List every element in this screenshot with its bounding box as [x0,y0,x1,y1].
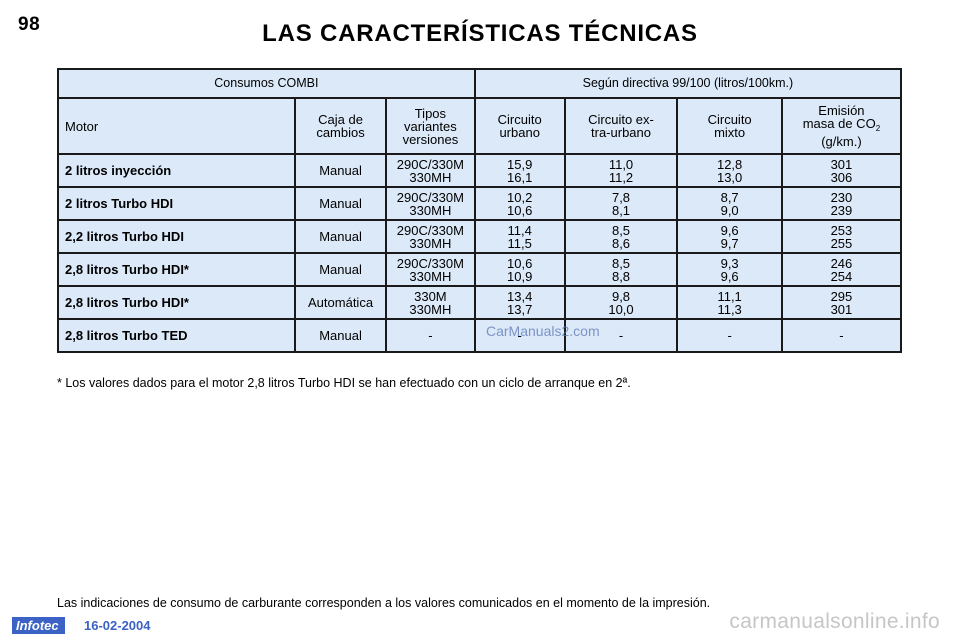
cell-caja: Manual [294,186,387,221]
watermark-carmanualsonline: carmanualsonline.info [729,610,940,633]
cell-caja: Manual [294,318,387,353]
cell-extra-urbano: 8,5 8,8 [563,252,679,287]
table-row: 2,8 litros Turbo HDI* Automática 330M 33… [56,285,903,320]
table-row: 2,8 litros Turbo TED Manual - - - - - [56,318,903,353]
cell-caja: Manual [294,219,387,254]
cell-emision: 301 306 [780,153,903,188]
table-group-header: Consumos COMBI Según directiva 99/100 (l… [57,68,903,99]
cell-emision: 295 301 [780,285,903,320]
cell-mixto: 8,7 9,0 [676,186,783,221]
cell-caja: Manual [294,252,387,287]
cell-mixto: 9,6 9,7 [676,219,783,254]
cell-motor: 2 litros inyección [56,153,297,188]
cell-caja: Manual [294,153,387,188]
cell-urbano: 11,4 11,5 [473,219,566,254]
cell-motor: 2,8 litros Turbo HDI* [56,252,297,287]
cell-tipos: 290C/330M 330MH [384,219,476,254]
group-header-consumos: Consumos COMBI [57,68,476,99]
col-header-mixto: Circuito mixto [676,97,783,155]
cell-mixto: 12,8 13,0 [676,153,783,188]
cell-urbano: 15,9 16,1 [473,153,566,188]
cell-tipos: - [384,318,476,353]
emision-line-1: Emisión [818,103,865,118]
cell-extra-urbano: 11,0 11,2 [563,153,679,188]
cell-extra-urbano: 9,8 10,0 [563,285,679,320]
col-header-emision: Emisión masa de CO2 (g/km.) [780,97,903,155]
table-row: 2 litros Turbo HDI Manual 290C/330M 330M… [56,186,903,221]
cell-mixto: - [676,318,783,353]
table-row: 2 litros inyección Manual 290C/330M 330M… [56,153,903,188]
col-header-tipos: Tipos variantes versiones [384,97,476,155]
table-row: 2,2 litros Turbo HDI Manual 290C/330M 33… [56,219,903,254]
cell-tipos: 290C/330M 330MH [384,153,476,188]
group-header-directiva: Según directiva 99/100 (litros/100km.) [473,68,903,99]
cell-caja: Automática [294,285,387,320]
cell-mixto: 9,3 9,6 [676,252,783,287]
cell-motor: 2 litros Turbo HDI [56,186,297,221]
cell-tipos: 330M 330MH [384,285,476,320]
cell-tipos: 290C/330M 330MH [384,186,476,221]
col-header-extra-urbano: Circuito ex- tra-urbano [563,97,679,155]
cell-motor: 2,2 litros Turbo HDI [56,219,297,254]
cell-extra-urbano: - [563,318,679,353]
cell-emision: 246 254 [780,252,903,287]
bottom-note: Las indicaciones de consumo de carburant… [57,596,711,610]
table-row: 2,8 litros Turbo HDI* Manual 290C/330M 3… [56,252,903,287]
cell-urbano: 13,4 13,7 [473,285,566,320]
cell-extra-urbano: 8,5 8,6 [563,219,679,254]
footer-date: 16-02-2004 [84,618,151,633]
cell-motor: 2,8 litros Turbo HDI* [56,285,297,320]
cell-urbano: 10,2 10,6 [473,186,566,221]
consumption-table: Consumos COMBI Según directiva 99/100 (l… [56,68,903,353]
cell-motor: 2,8 litros Turbo TED [56,318,297,353]
table-column-header: Motor Caja de cambios Tipos variantes ve… [56,97,903,155]
cell-urbano: - [473,318,566,353]
footnote: * Los valores dados para el motor 2,8 li… [57,376,631,390]
cell-urbano: 10,6 10,9 [473,252,566,287]
col-header-caja: Caja de cambios [294,97,387,155]
col-header-urbano: Circuito urbano [473,97,566,155]
cell-emision: 253 255 [780,219,903,254]
page-title: LAS CARACTERÍSTICAS TÉCNICAS [262,20,698,47]
cell-mixto: 11,1 11,3 [676,285,783,320]
emision-line-2: masa de CO [802,116,876,131]
cell-emision: 230 239 [780,186,903,221]
cell-tipos: 290C/330M 330MH [384,252,476,287]
page-number: 98 [18,14,41,35]
cell-emision: - [780,318,903,353]
infotec-logo: Infotec [12,617,65,634]
emision-subscript: 2 [875,124,881,133]
cell-extra-urbano: 7,8 8,1 [563,186,679,221]
watermark-carmanuals2: CarManuals2.com [486,323,600,339]
col-header-motor: Motor [56,97,297,155]
emision-line-3: (g/km.) [821,134,862,149]
